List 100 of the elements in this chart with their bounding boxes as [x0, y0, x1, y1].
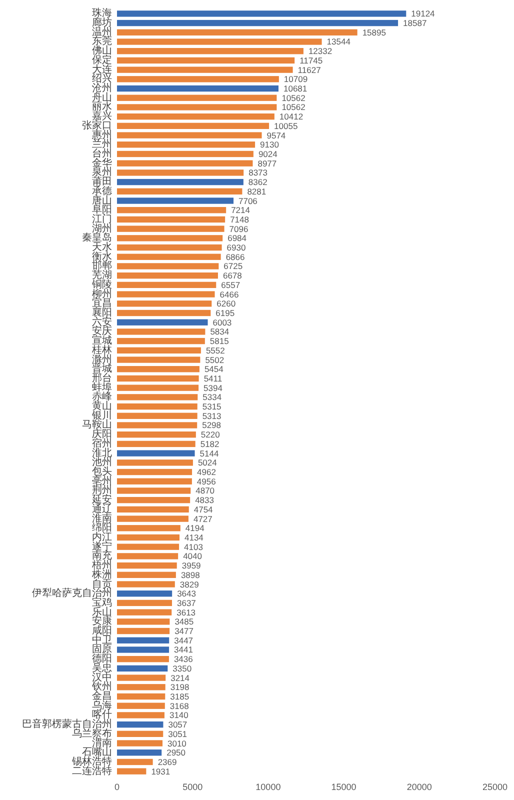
value-label: 4194: [185, 523, 204, 534]
value-label: 7148: [230, 214, 249, 224]
value-label: 6678: [222, 270, 242, 281]
category: 承德: [92, 186, 112, 197]
value-label: 3637: [177, 598, 196, 608]
tick-label: 10000: [256, 782, 281, 792]
value-label: 5144: [200, 448, 219, 458]
category: 保定: [92, 54, 112, 66]
value-label: 3447: [174, 635, 194, 646]
value-label: 9024: [258, 148, 278, 159]
value-label: 5834: [210, 326, 230, 337]
value-label: 5394: [204, 382, 222, 393]
category: 吴忠: [92, 662, 112, 674]
value-label: 4870: [196, 486, 215, 496]
category: 六安: [92, 316, 112, 328]
value-label: 6725: [224, 261, 243, 272]
value-label: 4956: [196, 476, 216, 486]
value-label: 5502: [205, 354, 224, 365]
value-label: 10681: [284, 84, 308, 94]
category: 唐山: [92, 195, 112, 206]
value-label: 8281: [247, 186, 266, 196]
category: 邢台: [92, 372, 112, 384]
value-label: 5298: [202, 420, 222, 430]
value-label: 5220: [200, 430, 220, 440]
value-label: 8373: [248, 168, 268, 178]
category: 乌兰察布: [72, 728, 112, 740]
category: 惠州: [92, 130, 112, 141]
value-label: 7214: [231, 205, 250, 216]
value-label: 8977: [258, 158, 277, 168]
value-label: 3959: [182, 560, 201, 571]
category: 二连浩特: [72, 766, 112, 777]
value-label: 5315: [202, 402, 222, 412]
category: 包头: [92, 466, 112, 478]
value-label: 3643: [177, 588, 196, 599]
value-label: 3898: [180, 570, 200, 580]
value-label: 7706: [238, 196, 258, 206]
category: 金昌: [92, 691, 112, 702]
value-label: 9574: [266, 130, 286, 140]
value-label: 5815: [210, 336, 229, 346]
value-label: 6195: [216, 308, 235, 318]
value-label: 3057: [168, 720, 188, 730]
category: 柳州: [92, 288, 112, 300]
value-label: 6466: [220, 289, 239, 300]
value-label: 4833: [195, 495, 214, 506]
value-label: 15895: [362, 27, 386, 38]
value-label: 4962: [197, 467, 216, 477]
value-label: 3477: [174, 626, 194, 636]
value-label: 4103: [184, 542, 203, 552]
value-label: 12332: [308, 46, 332, 56]
value-label: 5313: [202, 410, 222, 421]
value-label: 3051: [168, 728, 188, 739]
value-label: 2369: [158, 756, 177, 767]
value-label: 3140: [169, 710, 188, 720]
value-label: 3829: [180, 579, 199, 590]
value-label: 3198: [170, 682, 190, 692]
value-label: 5182: [200, 438, 220, 449]
category: 淮北: [92, 448, 112, 459]
tick-label: 25000: [482, 782, 508, 792]
value-label: 3214: [170, 672, 190, 683]
value-label: 10709: [284, 74, 308, 84]
category: 蚌埠: [92, 382, 112, 394]
value-label: 6930: [226, 242, 246, 253]
category: 桂林: [92, 344, 112, 356]
tick-label: 15000: [331, 782, 356, 792]
value-label: 3613: [176, 607, 196, 618]
category: 湖州: [92, 223, 112, 234]
value-label: 18587: [403, 18, 427, 28]
value-label: 6003: [212, 317, 232, 328]
value-label: 3441: [174, 644, 193, 655]
value-label: 4727: [193, 514, 212, 524]
category: 淮南: [92, 513, 112, 524]
value-label: 3350: [172, 663, 192, 674]
value-label: 4134: [184, 532, 204, 542]
tick-label: 5000: [182, 782, 203, 792]
category: 铜陵: [92, 279, 112, 290]
value-label: 3010: [168, 738, 186, 748]
value-label: 6866: [226, 252, 245, 262]
value-label: 3168: [170, 700, 189, 711]
category: 乌海: [92, 700, 112, 712]
value-label: 10562: [282, 102, 306, 112]
value-label: 5454: [204, 364, 224, 374]
value-label: 3485: [174, 616, 194, 627]
value-label: 11745: [300, 55, 323, 66]
category: 银川: [92, 410, 112, 422]
category: 大连: [92, 64, 112, 76]
value-label: 19124: [411, 8, 435, 19]
value-label: 10055: [274, 120, 298, 131]
value-label: 6984: [228, 233, 247, 244]
value-label: 5024: [198, 458, 217, 468]
category: 自贡: [92, 578, 112, 590]
value-label: 3436: [174, 654, 193, 664]
value-label: 8362: [248, 177, 268, 188]
category: 乐山: [92, 606, 112, 618]
value-label: 5334: [202, 392, 222, 402]
category: 宿州: [92, 438, 112, 450]
value-label: 4754: [194, 504, 213, 514]
category: 沧州: [92, 83, 112, 94]
value-label: 9130: [260, 140, 279, 150]
tick-label: 20000: [406, 782, 432, 792]
value-label: 5411: [204, 373, 222, 384]
